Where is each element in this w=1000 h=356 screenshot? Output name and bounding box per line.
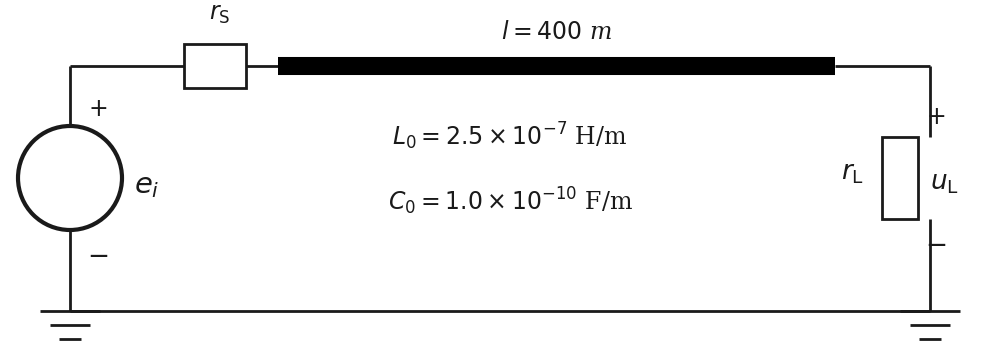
Text: $r_{\mathrm{L}}$: $r_{\mathrm{L}}$ bbox=[841, 161, 864, 185]
Text: $L_{0} = 2.5\times10^{-7}$ H/m: $L_{0} = 2.5\times10^{-7}$ H/m bbox=[392, 120, 628, 152]
Bar bbox=[184, 44, 246, 88]
Text: $r_{\mathrm{S}}$: $r_{\mathrm{S}}$ bbox=[209, 3, 231, 26]
Text: $-$: $-$ bbox=[87, 242, 109, 267]
Text: $-$: $-$ bbox=[925, 231, 947, 256]
Text: $C_{0} = 1.0\times10^{-10}$ F/m: $C_{0} = 1.0\times10^{-10}$ F/m bbox=[388, 185, 632, 217]
Bar bbox=[882, 137, 918, 219]
Text: $e_{i}$: $e_{i}$ bbox=[134, 172, 159, 200]
Text: $+$: $+$ bbox=[88, 98, 108, 121]
Text: $u_{\mathrm{L}}$: $u_{\mathrm{L}}$ bbox=[930, 171, 959, 195]
Text: $+$: $+$ bbox=[926, 106, 946, 129]
Text: $l = 400$ m: $l = 400$ m bbox=[501, 21, 612, 44]
